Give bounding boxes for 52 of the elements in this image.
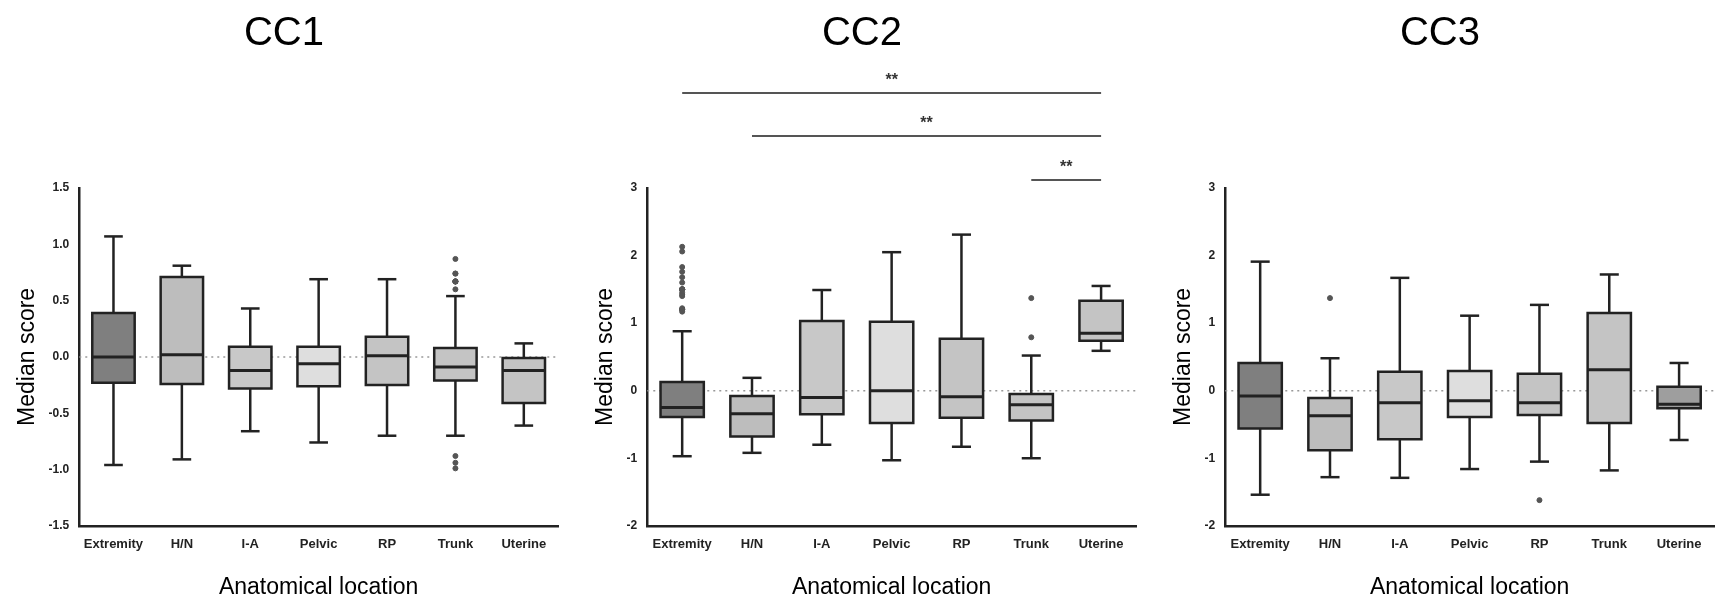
y-tick-label: -1.5: [48, 518, 70, 533]
y-tick-label: 3: [1208, 180, 1216, 195]
y-tick-label: 1.0: [52, 236, 70, 251]
x-tick-label: I-A: [813, 536, 832, 552]
text: **: [1059, 158, 1074, 176]
x-tick-label: I-A: [1391, 536, 1410, 552]
y-tick-label: -1: [1204, 450, 1216, 465]
x-tick-label: Pelvic: [1450, 536, 1489, 552]
y-tick-label: -2: [626, 518, 638, 533]
y-tick-label: 1: [1208, 315, 1216, 330]
y-tick-label: 2: [1208, 247, 1216, 262]
y-tick-label: -0.5: [48, 405, 70, 420]
x-tick-label: Pelvic: [872, 536, 911, 552]
x-tick-label: Extremity: [83, 536, 144, 552]
x-tick-label: Extremity: [1230, 536, 1291, 552]
y-tick-label: -1.0: [48, 461, 70, 476]
x-axis-title: Anatomical location: [1369, 572, 1570, 599]
x-tick-label: I-A: [241, 536, 260, 552]
y-axis-title: Median score: [1169, 287, 1196, 426]
x-tick-label: Trunk: [1591, 536, 1628, 552]
y-tick-label: -2: [1204, 518, 1216, 533]
text: **: [885, 71, 899, 89]
x-tick-label: H/N: [170, 536, 194, 552]
x-tick-label: Uterine: [1078, 536, 1124, 552]
y-axis-title: Median score: [13, 287, 40, 426]
y-tick-label: 0.5: [52, 292, 70, 307]
x-axis-title: Anatomical location: [218, 572, 419, 599]
x-tick-label: H/N: [740, 536, 764, 552]
chart-title: CC2: [821, 9, 903, 54]
x-tick-label: Extremity: [652, 536, 713, 552]
chart-title: CC1: [243, 9, 325, 54]
y-tick-label: -1: [626, 450, 638, 465]
y-tick-label: 2: [630, 247, 638, 262]
x-tick-label: RP: [1530, 536, 1549, 552]
chart-title: CC3: [1399, 9, 1481, 54]
y-tick-label: 1: [630, 315, 638, 330]
x-tick-label: H/N: [1318, 536, 1342, 552]
x-tick-label: RP: [378, 536, 397, 552]
x-tick-label: Pelvic: [299, 536, 338, 552]
x-axis-title: Anatomical location: [791, 572, 992, 599]
y-tick-label: 0.0: [52, 349, 70, 364]
x-tick-label: Uterine: [501, 536, 547, 552]
y-tick-label: 0: [630, 382, 638, 397]
y-tick-label: 0: [1208, 382, 1216, 397]
y-tick-label: 1.5: [52, 180, 70, 195]
x-tick-label: Trunk: [1013, 536, 1050, 552]
x-tick-label: Trunk: [437, 536, 474, 552]
x-tick-label: Uterine: [1656, 536, 1702, 552]
x-tick-label: RP: [952, 536, 971, 552]
y-axis-title: Median score: [591, 287, 618, 426]
text: **: [920, 114, 934, 132]
y-tick-label: 3: [630, 180, 638, 195]
